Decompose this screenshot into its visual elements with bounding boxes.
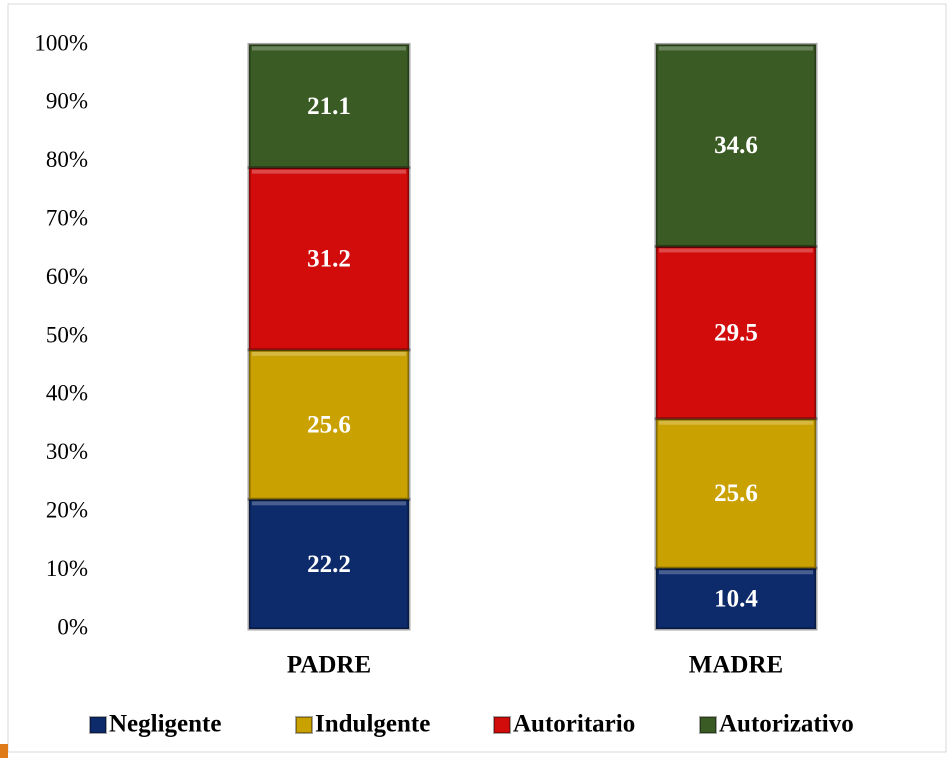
y-tick-label: 100% xyxy=(34,30,88,55)
x-tick-label: MADRE xyxy=(689,652,783,679)
value-label: 34.6 xyxy=(714,132,758,159)
bar-segment xyxy=(654,244,818,421)
legend-label: Indulgente xyxy=(315,711,430,738)
y-tick-label: 0% xyxy=(57,614,88,639)
legend-swatch xyxy=(89,716,107,734)
bar-segment xyxy=(247,166,411,352)
value-label: 25.6 xyxy=(714,480,758,507)
bar-segment xyxy=(654,566,818,631)
bar-segment xyxy=(247,497,411,631)
bar-highlight xyxy=(659,570,813,575)
legend-swatch xyxy=(699,716,717,734)
value-label: 21.1 xyxy=(307,93,351,120)
bar-segment xyxy=(654,42,818,248)
legend-swatch xyxy=(493,716,511,734)
y-tick-label: 60% xyxy=(46,264,88,289)
y-tick-label: 70% xyxy=(46,205,88,230)
x-tick-label: PADRE xyxy=(287,652,371,679)
y-tick-label: 80% xyxy=(46,147,88,172)
legend-label: Autoritario xyxy=(513,711,635,738)
bar-highlight xyxy=(252,351,406,356)
legend-label: Autorizativo xyxy=(719,711,854,738)
y-tick-label: 90% xyxy=(46,89,88,114)
value-label: 31.2 xyxy=(307,245,351,272)
y-tick-label: 50% xyxy=(46,322,88,347)
bar-highlight xyxy=(252,169,406,174)
value-label: 25.6 xyxy=(307,411,351,438)
bar-highlight xyxy=(252,501,406,506)
y-tick-label: 20% xyxy=(46,497,88,522)
bar-highlight xyxy=(659,420,813,425)
value-label: 10.4 xyxy=(714,585,758,612)
bar-segment xyxy=(654,417,818,570)
corner-accent xyxy=(0,744,8,758)
value-label: 29.5 xyxy=(714,319,758,346)
bar-highlight xyxy=(252,46,406,51)
y-tick-label: 10% xyxy=(46,556,88,581)
legend-swatch xyxy=(295,716,313,734)
bar-segment xyxy=(247,42,411,170)
bar-highlight xyxy=(659,46,813,51)
y-tick-label: 40% xyxy=(46,381,88,406)
y-tick-label: 30% xyxy=(46,439,88,464)
bar-highlight xyxy=(659,248,813,253)
legend-label: Negligente xyxy=(109,711,221,738)
value-label: 22.2 xyxy=(307,551,351,578)
